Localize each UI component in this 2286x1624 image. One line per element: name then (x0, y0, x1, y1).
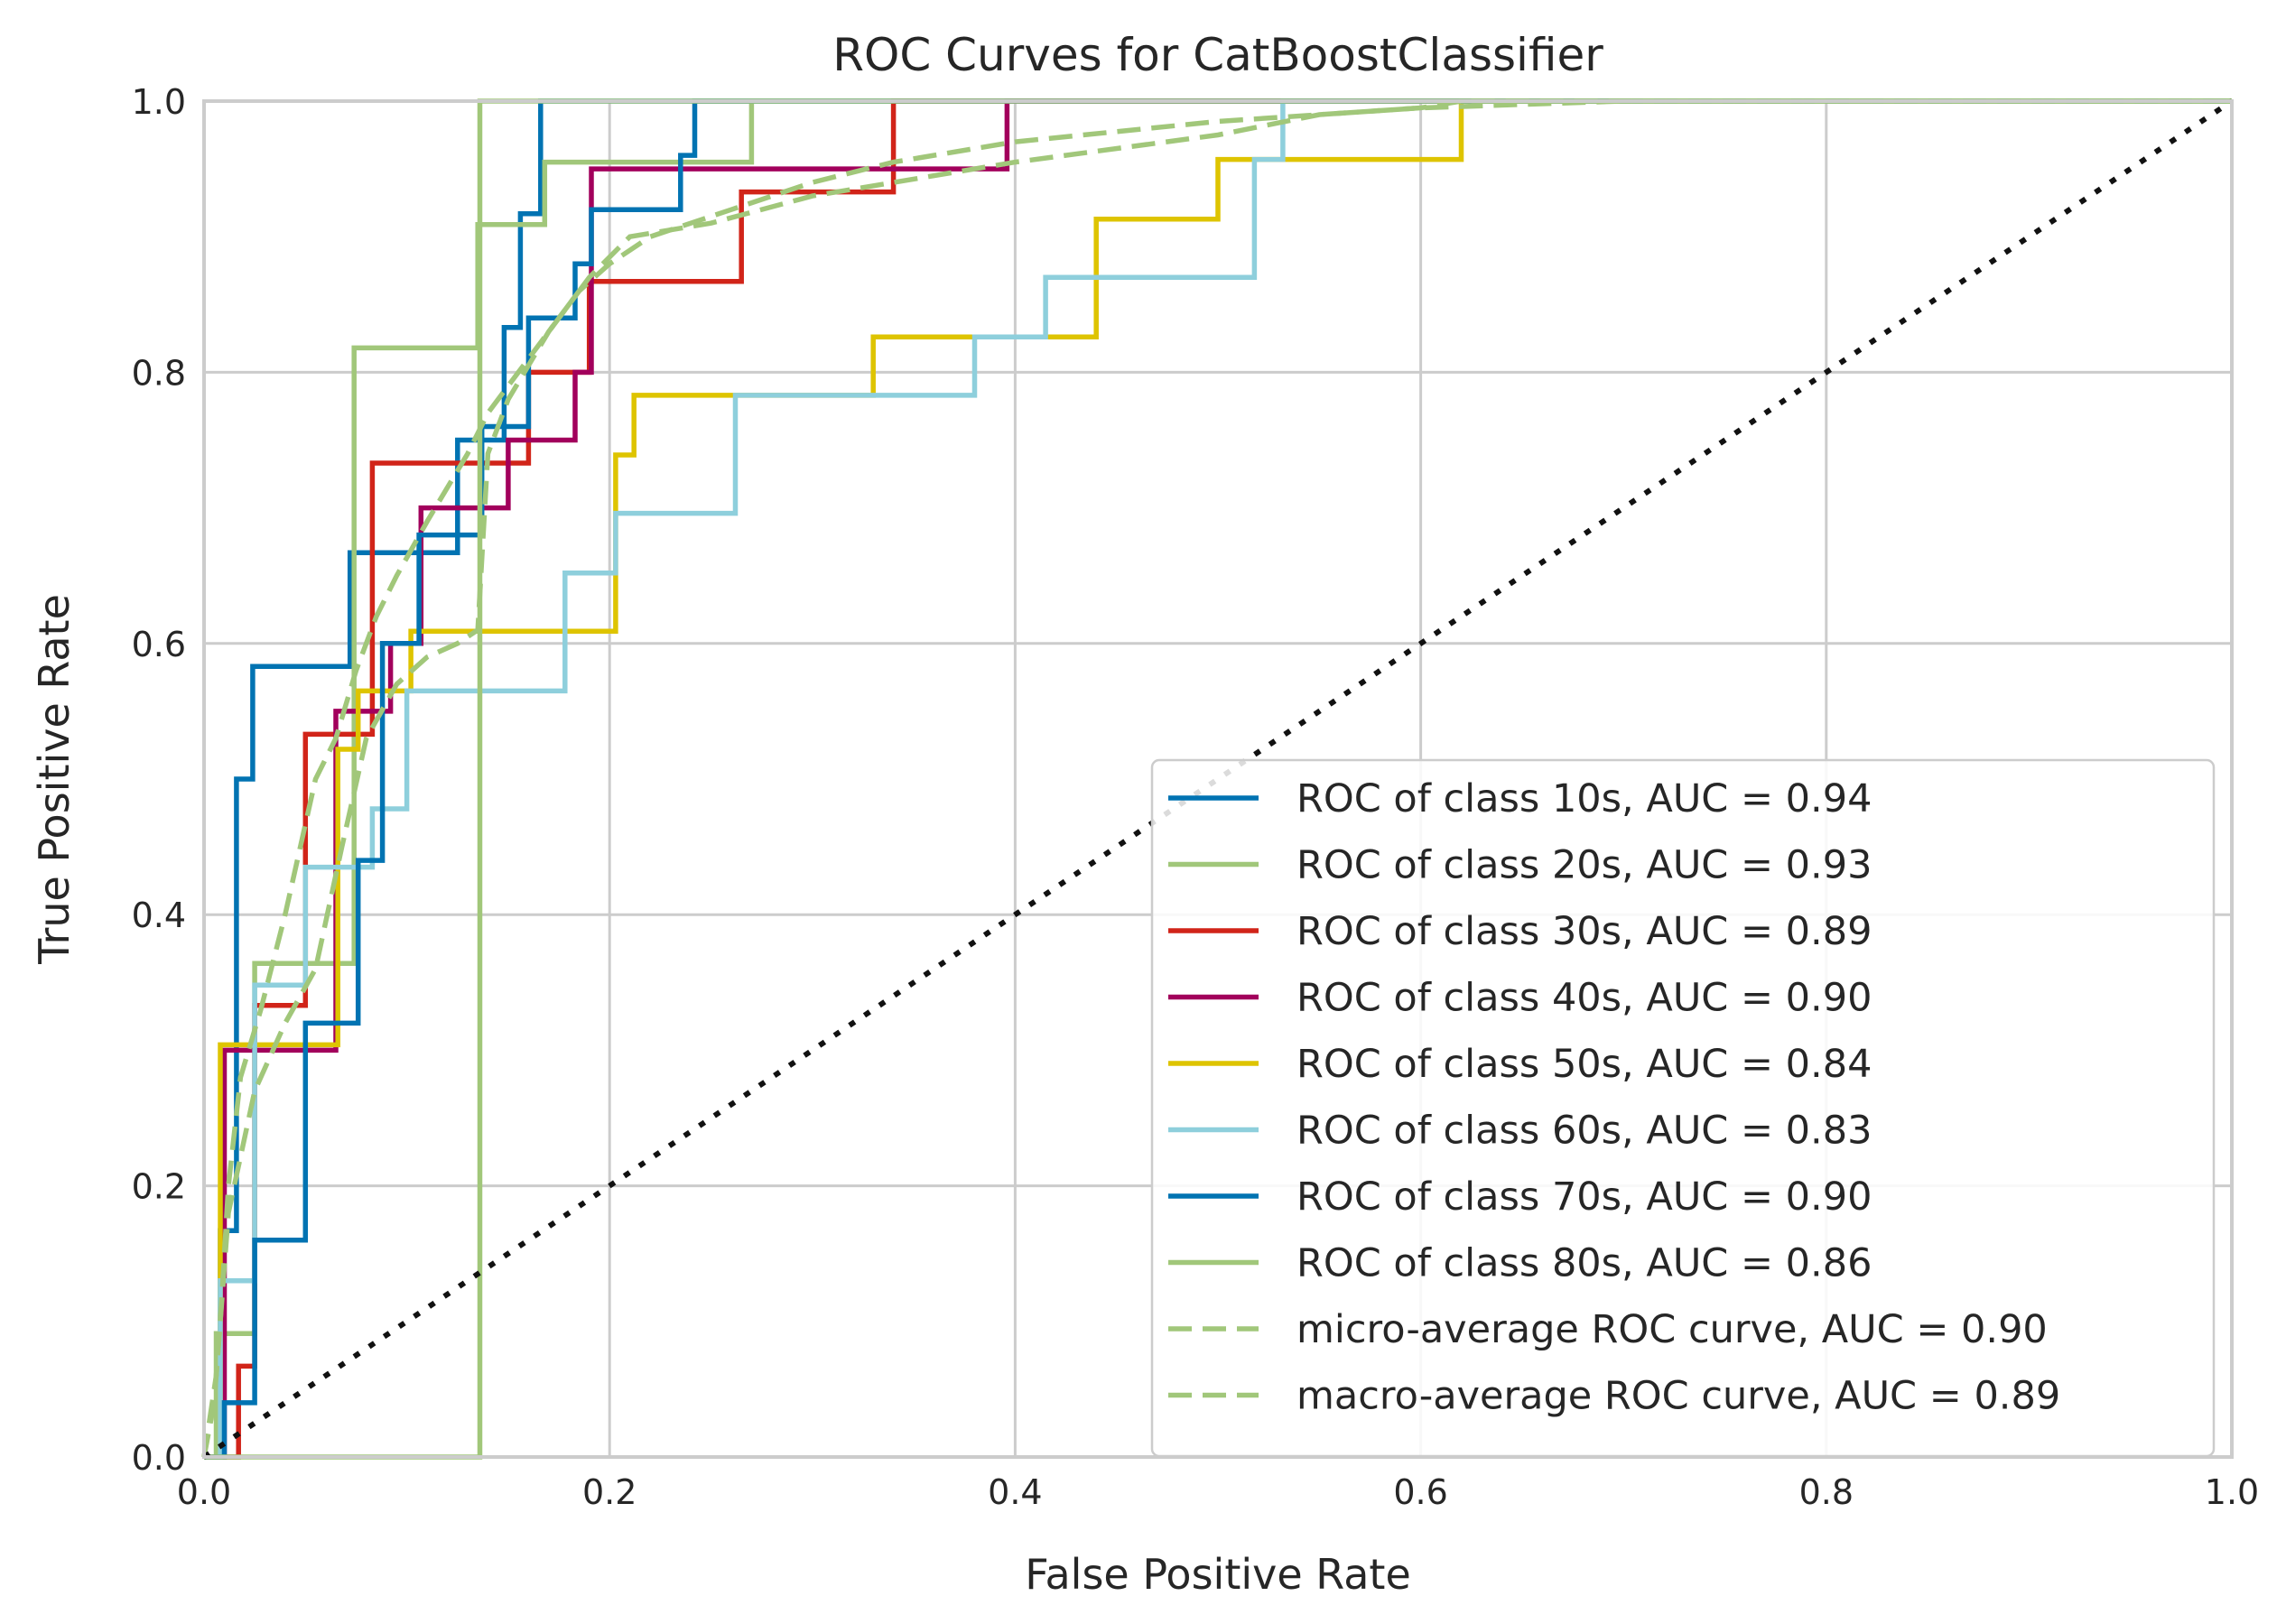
legend-label: ROC of class 60s, AUC = 0.83 (1296, 1109, 1872, 1154)
legend-label: ROC of class 30s, AUC = 0.89 (1296, 909, 1872, 954)
x-tick-label: 0.4 (988, 1472, 1042, 1512)
series-line-6 (204, 98, 2232, 1460)
legend-label: ROC of class 70s, AUC = 0.90 (1296, 1174, 1872, 1220)
x-axis-label: False Positive Rate (1025, 1550, 1411, 1599)
y-tick-label: 1.0 (132, 82, 186, 122)
y-tick-label: 0.4 (132, 896, 186, 935)
y-tick-label: 0.2 (132, 1167, 186, 1207)
x-tick-label: 0.6 (1393, 1472, 1447, 1512)
legend-label: macro-average ROC curve, AUC = 0.89 (1296, 1374, 2060, 1419)
x-tick-label: 0.0 (177, 1472, 231, 1512)
series-line-5 (204, 98, 2232, 1460)
x-tick-label: 0.2 (582, 1472, 637, 1512)
legend-label: ROC of class 10s, AUC = 0.94 (1296, 776, 1872, 821)
legend-label: micro-average ROC curve, AUC = 0.90 (1296, 1307, 2048, 1352)
series-line-8 (201, 98, 2232, 1458)
series-line-0 (204, 98, 2232, 1460)
y-tick-label: 0.6 (132, 625, 186, 664)
x-tick-label: 1.0 (2205, 1472, 2259, 1512)
series-layer (201, 98, 2234, 1460)
chart-title: ROC Curves for CatBoostClassifier (832, 29, 1603, 81)
y-tick-label: 0.0 (132, 1438, 186, 1478)
legend-label: ROC of class 50s, AUC = 0.84 (1296, 1042, 1872, 1087)
series-line-4 (204, 98, 2232, 1460)
y-axis-label: True Positive Rate (30, 594, 79, 965)
legend-label: ROC of class 40s, AUC = 0.90 (1296, 976, 1872, 1021)
x-tick-labels: 0.0 0.2 0.4 0.6 0.8 1.0 (177, 1472, 2259, 1512)
series-line-3 (204, 98, 2232, 1460)
y-tick-label: 0.8 (132, 353, 186, 393)
legend-label: ROC of class 20s, AUC = 0.93 (1296, 843, 1872, 888)
series-line-9 (201, 98, 2232, 1458)
legend-label: ROC of class 80s, AUC = 0.86 (1296, 1241, 1872, 1286)
y-tick-labels: 0.0 0.2 0.4 0.6 0.8 1.0 (132, 82, 186, 1478)
x-tick-label: 0.8 (1799, 1472, 1854, 1512)
legend: ROC of class 10s, AUC = 0.94 ROC of class… (1150, 758, 2216, 1458)
legend-box (1150, 758, 2216, 1458)
